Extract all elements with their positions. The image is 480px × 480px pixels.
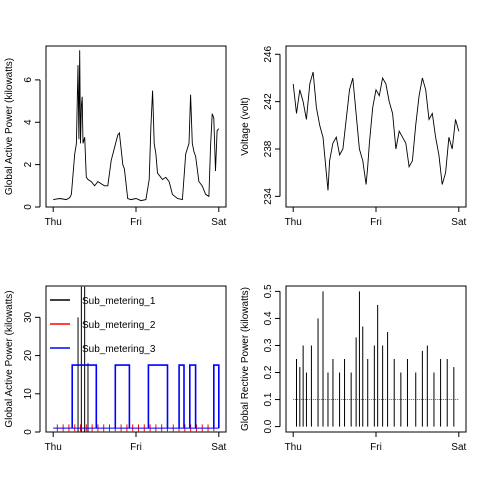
y-axis-label: Global Rective Power (kilowatts) <box>240 287 251 431</box>
y-tick-label: 10 <box>23 388 34 400</box>
y-tick-label: 0.4 <box>263 311 274 325</box>
plot-frame <box>285 45 467 208</box>
plot-frame <box>285 285 467 433</box>
x-tick-label: Sat <box>211 217 226 228</box>
y-tick-label: 234 <box>263 188 274 205</box>
x-tick-label: Fri <box>370 217 382 228</box>
series-line-1 <box>292 71 460 191</box>
x-tick-label: Sat <box>451 442 466 453</box>
series-block <box>71 364 98 429</box>
legend-label-1: Sub_metering_1 <box>82 296 156 307</box>
legend: Sub_metering_1 Sub_metering_2 Sub_metering… <box>50 296 156 355</box>
chart-panel-1: Thu Fri Sat 0 2 4 6 Global Active Power (kilowa… <box>4 45 227 228</box>
legend-label-3: Sub_metering_3 <box>82 344 156 355</box>
x-tick-label: Thu <box>285 217 302 228</box>
y-tick-label: 242 <box>263 93 274 110</box>
y-tick-label: 30 <box>23 311 34 323</box>
y-tick-label: 20 <box>23 350 34 362</box>
y-axis-label: Global Active Power (kilowatts) <box>4 290 15 427</box>
y-tick-label: 4 <box>23 119 34 125</box>
y-tick-label: 238 <box>263 140 274 157</box>
x-tick-label: Sat <box>211 442 226 453</box>
series-block <box>213 364 220 429</box>
x-tick-label: Sat <box>451 217 466 228</box>
chart-panel-3: Thu Fri Sat 0 10 20 30 Global Active Power (kil… <box>4 285 227 453</box>
chart-panel-4: Thu Fri Sat 0.0 0.1 0.2 0.3 0.4 0.5 Global Rectiv… <box>240 284 467 453</box>
x-tick-label: Fri <box>130 442 142 453</box>
y-tick-label: 0.1 <box>263 392 274 406</box>
plot-frame <box>45 45 227 208</box>
y-tick-label: 0 <box>23 204 34 210</box>
y-tick-label: 0.2 <box>263 365 274 379</box>
y-tick-label: 246 <box>263 46 274 63</box>
y-tick-label: 0.5 <box>263 284 274 298</box>
series-block <box>147 364 169 429</box>
y-tick-label: 0.3 <box>263 338 274 352</box>
series-block <box>178 364 185 429</box>
x-tick-label: Thu <box>45 442 62 453</box>
y-tick-label: 2 <box>23 161 34 167</box>
series-line-1 <box>53 50 220 202</box>
chart-panel-2: Thu Fri Sat 234 238 242 246 Voltage (volt) <box>240 45 467 228</box>
y-tick-label: 6 <box>23 77 34 83</box>
y-axis-label: Global Active Power (kilowatts) <box>4 58 15 195</box>
x-tick-label: Thu <box>285 442 302 453</box>
series-block <box>189 364 197 429</box>
legend-label-2: Sub_metering_2 <box>82 320 156 331</box>
y-axis-label: Voltage (volt) <box>240 97 251 155</box>
x-tick-label: Fri <box>370 442 382 453</box>
y-tick-label: 0.0 <box>263 419 274 433</box>
y-tick-label: 0 <box>23 429 34 435</box>
x-tick-label: Thu <box>45 217 62 228</box>
x-tick-label: Fri <box>130 217 142 228</box>
series-block <box>114 364 131 429</box>
